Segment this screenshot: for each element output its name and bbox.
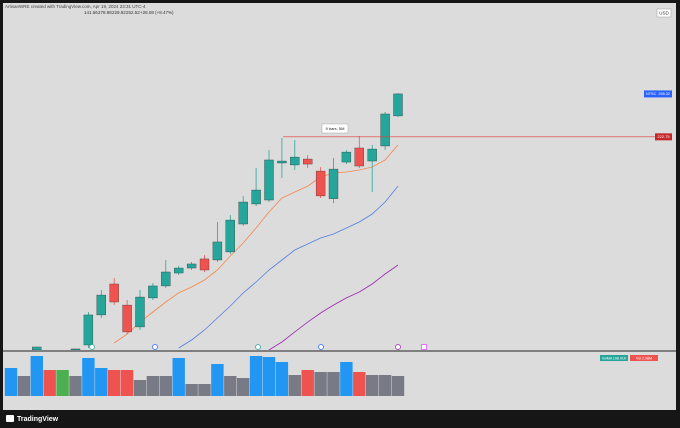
candle-body <box>277 160 287 164</box>
volume-bar <box>133 380 147 396</box>
attribution: ArtisanWRE created with TradingView.com,… <box>5 4 146 9</box>
volume-bar <box>17 376 31 396</box>
volume-label-box <box>630 355 658 361</box>
candle-body <box>354 147 364 167</box>
volume-bar <box>211 364 224 396</box>
volume-bar <box>69 376 82 396</box>
currency: USD <box>659 10 669 15</box>
overlay: 222.75 NTSC 255.32 9 bars, 5M <box>283 90 672 141</box>
candle-body <box>238 201 248 225</box>
event-marker[interactable] <box>89 344 95 350</box>
volume-bar <box>120 370 134 396</box>
candle-body <box>186 263 197 269</box>
brand: TradingView <box>6 415 59 423</box>
price-label: 255.32 <box>658 92 670 96</box>
candle-body <box>290 156 300 166</box>
volume-bar <box>288 375 301 396</box>
candle-body <box>109 283 119 303</box>
candle-body <box>212 241 223 261</box>
candle-body <box>328 168 339 199</box>
candle-body <box>367 148 377 162</box>
candle-body <box>83 314 94 346</box>
moving-average <box>113 144 399 344</box>
candle-body <box>161 271 171 287</box>
event-markers <box>89 344 427 350</box>
price-symbol: NTSC <box>646 92 657 96</box>
header-value: 141.56 <box>84 10 98 15</box>
header-value: 229.82 <box>112 10 126 15</box>
volume-bar <box>146 376 160 396</box>
volume-bar <box>366 375 379 396</box>
volume-bar <box>391 376 405 396</box>
volume-bar <box>301 370 314 396</box>
volume-bar <box>327 372 340 396</box>
currency-box <box>656 8 672 18</box>
header-value: 278.98 <box>98 10 112 15</box>
candle-body <box>225 219 235 253</box>
candle-body <box>315 170 326 197</box>
volume-label: Vol 2.98M <box>636 356 652 360</box>
event-marker[interactable] <box>152 344 158 350</box>
volume-bar <box>262 357 276 396</box>
brand-name: TradingView <box>17 416 59 423</box>
level-label-box <box>655 133 672 141</box>
volume-bar <box>4 368 18 396</box>
header-value: 252.52 <box>126 10 140 15</box>
volume-bar <box>43 370 56 396</box>
candle-body <box>70 348 81 350</box>
volume-bar <box>172 358 185 396</box>
volume-bar <box>275 362 289 396</box>
volume-label: VolMA 108.41K <box>602 356 627 360</box>
candle-body <box>148 285 158 299</box>
volume-bar <box>198 384 211 396</box>
candle-body <box>32 346 42 350</box>
price-label-box <box>644 90 672 98</box>
volume-bar <box>237 378 250 396</box>
volume-bar <box>353 372 366 396</box>
event-marker[interactable] <box>421 344 427 350</box>
volume-pane: VolMA 108.41K Vol 2.98M <box>4 355 658 396</box>
moving-average <box>268 264 399 350</box>
header-ohlc: 141.56 278.98 229.82 252.52 +28.08 (+8.47%) <box>84 10 174 15</box>
header-change: +28.08 (+8.47%) <box>140 10 174 15</box>
candle-body <box>122 304 132 333</box>
volume-bar <box>314 372 327 396</box>
price-pane <box>32 93 403 350</box>
measure-label: 9 bars, 5M <box>326 126 345 131</box>
volume-bar <box>82 358 95 396</box>
volume-bar <box>30 356 43 396</box>
volume-bar <box>249 356 263 396</box>
event-marker[interactable] <box>318 344 324 350</box>
chart-panel <box>3 3 676 410</box>
candle-body <box>393 93 403 117</box>
candle-body <box>264 159 274 201</box>
volume-bar <box>56 370 69 396</box>
measure-box <box>321 123 349 134</box>
candle-body <box>341 151 352 163</box>
volume-bar <box>159 376 172 396</box>
candle-body <box>199 258 210 271</box>
candle-body <box>303 158 313 165</box>
moving-average <box>178 185 399 349</box>
event-marker[interactable] <box>255 344 261 350</box>
brand-logo <box>6 415 14 422</box>
volume-bar <box>185 384 198 396</box>
candle-body <box>380 113 390 147</box>
candle-body <box>251 189 261 205</box>
candle-body <box>135 296 145 328</box>
volume-bar <box>224 376 237 396</box>
volume-label-box <box>600 355 628 361</box>
volume-bar <box>378 375 392 396</box>
volume-bar <box>95 368 108 396</box>
level-label: 222.75 <box>657 134 670 139</box>
volume-bar <box>108 370 121 396</box>
event-marker[interactable] <box>395 344 401 350</box>
volume-bar <box>340 362 353 396</box>
candle-body <box>96 294 106 316</box>
candle-body <box>174 267 184 274</box>
